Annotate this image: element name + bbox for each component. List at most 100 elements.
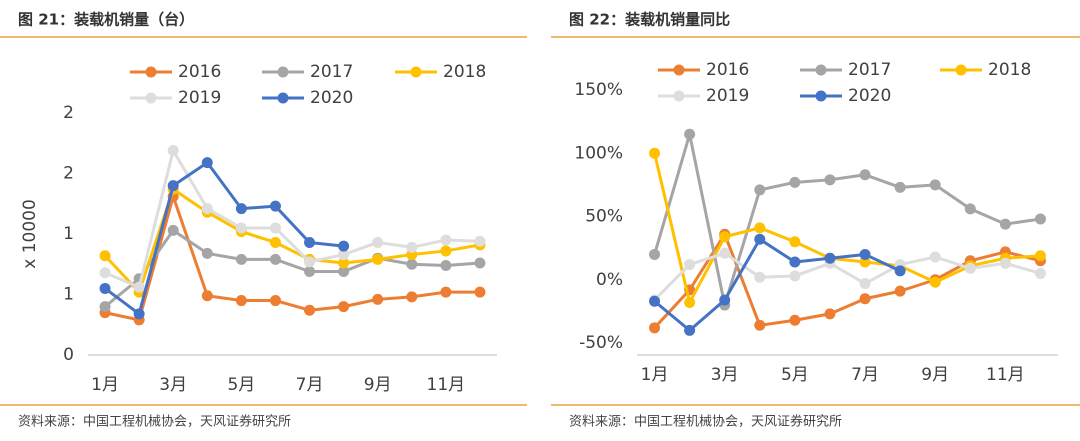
point [649,147,661,159]
legend-label: 2018 [443,62,486,82]
y-tick-label: 100% [574,143,623,163]
point [167,224,179,236]
point [859,169,871,181]
point [929,276,941,288]
point [372,236,384,248]
point [338,240,350,252]
point [304,256,316,268]
legend-marker [277,66,289,78]
point [99,301,111,313]
legend-label: 2016 [178,62,221,82]
series-line [653,132,1041,307]
x-tick-label: 7月 [851,365,879,385]
point [235,253,247,265]
point [649,295,661,307]
point [684,128,696,140]
point [789,236,801,248]
legend-marker [277,92,289,104]
x-tick-label: 11月 [427,375,466,395]
legend-label: 2020 [848,86,891,106]
point [269,295,281,307]
x-tick-label: 7月 [296,375,324,395]
point [929,179,941,191]
legend-label: 2017 [310,62,353,82]
point [406,258,418,270]
point [440,259,452,271]
point [269,222,281,234]
point [649,322,661,334]
point [894,265,906,277]
y-tick-label: 50% [585,207,623,227]
point [929,251,941,263]
series-line [653,232,1041,329]
x-tick-label: 11月 [986,365,1025,385]
point [859,256,871,268]
series-line [653,237,901,332]
y-tick-label: 0% [596,270,623,290]
point [474,235,486,247]
point [99,267,111,279]
point [754,184,766,196]
y-tick-label: 2 [63,103,74,123]
point [719,294,731,306]
series-line [104,161,344,316]
legend-marker [145,92,157,104]
chart-title: 图 22：装载机销量同比 [569,11,730,29]
y-tick-label: 1 [63,285,74,305]
point [474,257,486,269]
point [201,290,213,302]
x-tick-label: 3月 [711,365,739,385]
y-tick-label: 0 [63,345,74,365]
series-line [104,194,480,322]
point [684,259,696,271]
point [440,245,452,257]
point [133,281,145,293]
source: 资料来源：中国工程机械协会，天风证券研究所 [18,414,291,430]
point [235,295,247,307]
series-line [653,251,1041,302]
point [684,297,696,309]
point [719,247,731,259]
legend-label: 2016 [706,60,749,80]
point [1034,213,1046,225]
point [406,291,418,303]
point [859,293,871,305]
legend-label: 2019 [178,88,221,108]
y-tick-label: -50% [579,333,623,353]
point [235,203,247,215]
point [824,252,836,264]
point [440,286,452,298]
series-line [104,228,481,308]
legend-label: 2017 [848,60,891,80]
point [999,257,1011,269]
y-tick-label: 2 [63,164,74,184]
point [304,266,316,278]
y-tick-label: 150% [574,80,623,100]
point [859,248,871,260]
point [201,247,213,259]
chart-title: 图 21：装载机销量（台） [18,11,194,29]
point [999,218,1011,230]
point [824,308,836,320]
point [754,271,766,283]
legend-marker [815,64,827,76]
x-tick-label: 1月 [641,365,669,385]
point [754,222,766,234]
point [304,236,316,248]
point [338,257,350,269]
point [684,324,696,336]
legend-label: 2019 [706,86,749,106]
x-tick-label: 5月 [781,365,809,385]
point [406,241,418,253]
point [235,222,247,234]
legend-marker [815,90,827,102]
point [99,282,111,294]
point [789,314,801,326]
source: 资料来源：中国工程机械协会，天风证券研究所 [569,414,842,430]
point [789,256,801,268]
point [789,176,801,188]
legend-marker [145,66,157,78]
point [474,286,486,298]
point [201,157,213,169]
